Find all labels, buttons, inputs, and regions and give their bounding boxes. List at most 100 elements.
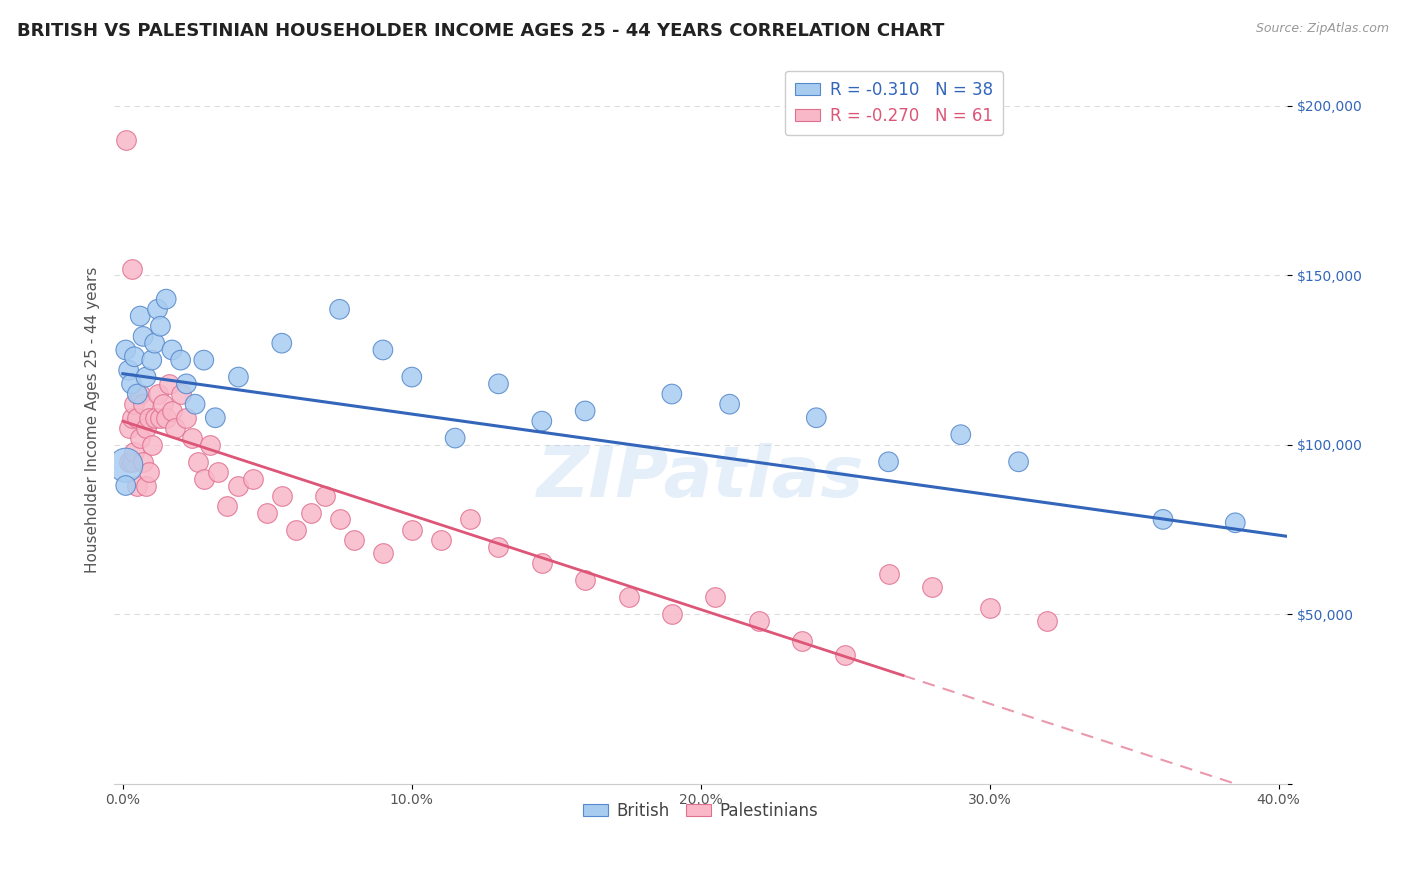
Y-axis label: Householder Income Ages 25 - 44 years: Householder Income Ages 25 - 44 years (86, 266, 100, 573)
Point (574, 404, 596, 418)
Point (530, 557, 553, 571)
Point (215, 499, 238, 513)
Point (181, 431, 204, 445)
Point (184, 397, 207, 411)
Point (160, 343, 183, 357)
Point (429, 533, 451, 547)
Point (121, 410, 143, 425)
Point (135, 421, 157, 435)
Point (877, 566, 900, 581)
Point (661, 607, 683, 622)
Point (132, 397, 155, 411)
Point (530, 414, 553, 428)
Point (1152, 512, 1174, 526)
Point (790, 634, 813, 648)
Point (704, 591, 727, 605)
Point (121, 376, 143, 391)
Point (163, 421, 186, 435)
Text: BRITISH VS PALESTINIAN HOUSEHOLDER INCOME AGES 25 - 44 YEARS CORRELATION CHART: BRITISH VS PALESTINIAN HOUSEHOLDER INCOM… (17, 22, 945, 40)
Point (155, 410, 177, 425)
Point (114, 133, 136, 147)
Point (124, 350, 146, 364)
Point (444, 431, 467, 445)
Point (135, 370, 157, 384)
Point (270, 336, 292, 351)
Point (169, 387, 191, 401)
Point (242, 472, 264, 486)
Point (661, 387, 683, 401)
Point (124, 444, 146, 458)
Point (228, 478, 250, 492)
Text: Source: ZipAtlas.com: Source: ZipAtlas.com (1256, 22, 1389, 36)
Point (921, 580, 943, 594)
Point (141, 353, 163, 368)
Point (204, 410, 226, 425)
Point (129, 387, 152, 401)
Point (138, 410, 160, 425)
Point (299, 506, 322, 520)
Point (176, 410, 198, 425)
Point (129, 309, 152, 323)
Point (718, 397, 741, 411)
Point (256, 506, 278, 520)
Point (121, 261, 143, 276)
Point (207, 465, 229, 479)
Point (121, 455, 143, 469)
Point (146, 302, 169, 317)
Point (187, 455, 209, 469)
Point (143, 410, 166, 425)
Point (371, 343, 394, 357)
Point (228, 370, 250, 384)
Point (117, 455, 139, 469)
Point (157, 376, 180, 391)
Point (574, 574, 596, 588)
Point (877, 455, 900, 469)
Point (834, 648, 856, 662)
Point (149, 319, 172, 334)
Point (176, 376, 198, 391)
Point (152, 397, 174, 411)
Point (617, 591, 640, 605)
Point (114, 458, 136, 473)
Point (132, 329, 155, 343)
Point (135, 478, 157, 492)
Point (949, 427, 972, 442)
Point (1225, 516, 1247, 530)
Point (329, 512, 352, 526)
Point (314, 489, 336, 503)
Point (285, 523, 308, 537)
Point (160, 404, 183, 418)
Point (193, 353, 215, 368)
Point (127, 387, 149, 401)
Point (198, 438, 221, 452)
Point (117, 363, 139, 377)
Point (747, 614, 769, 628)
Point (193, 472, 215, 486)
Point (143, 336, 166, 351)
Point (343, 533, 366, 547)
Point (124, 397, 146, 411)
Point (458, 512, 481, 526)
Point (117, 421, 139, 435)
Point (138, 465, 160, 479)
Point (1007, 455, 1029, 469)
Legend: British, Palestinians: British, Palestinians (576, 795, 825, 826)
Point (329, 302, 352, 317)
Point (132, 455, 155, 469)
Point (155, 292, 177, 306)
Point (149, 410, 172, 425)
Point (371, 546, 394, 560)
Point (129, 431, 152, 445)
Text: ZIPatlas: ZIPatlas (537, 443, 865, 512)
Point (146, 387, 169, 401)
Point (806, 410, 828, 425)
Point (488, 540, 510, 554)
Point (127, 410, 149, 425)
Point (270, 489, 292, 503)
Point (114, 343, 136, 357)
Point (114, 478, 136, 492)
Point (401, 370, 423, 384)
Point (127, 478, 149, 492)
Point (401, 523, 423, 537)
Point (141, 438, 163, 452)
